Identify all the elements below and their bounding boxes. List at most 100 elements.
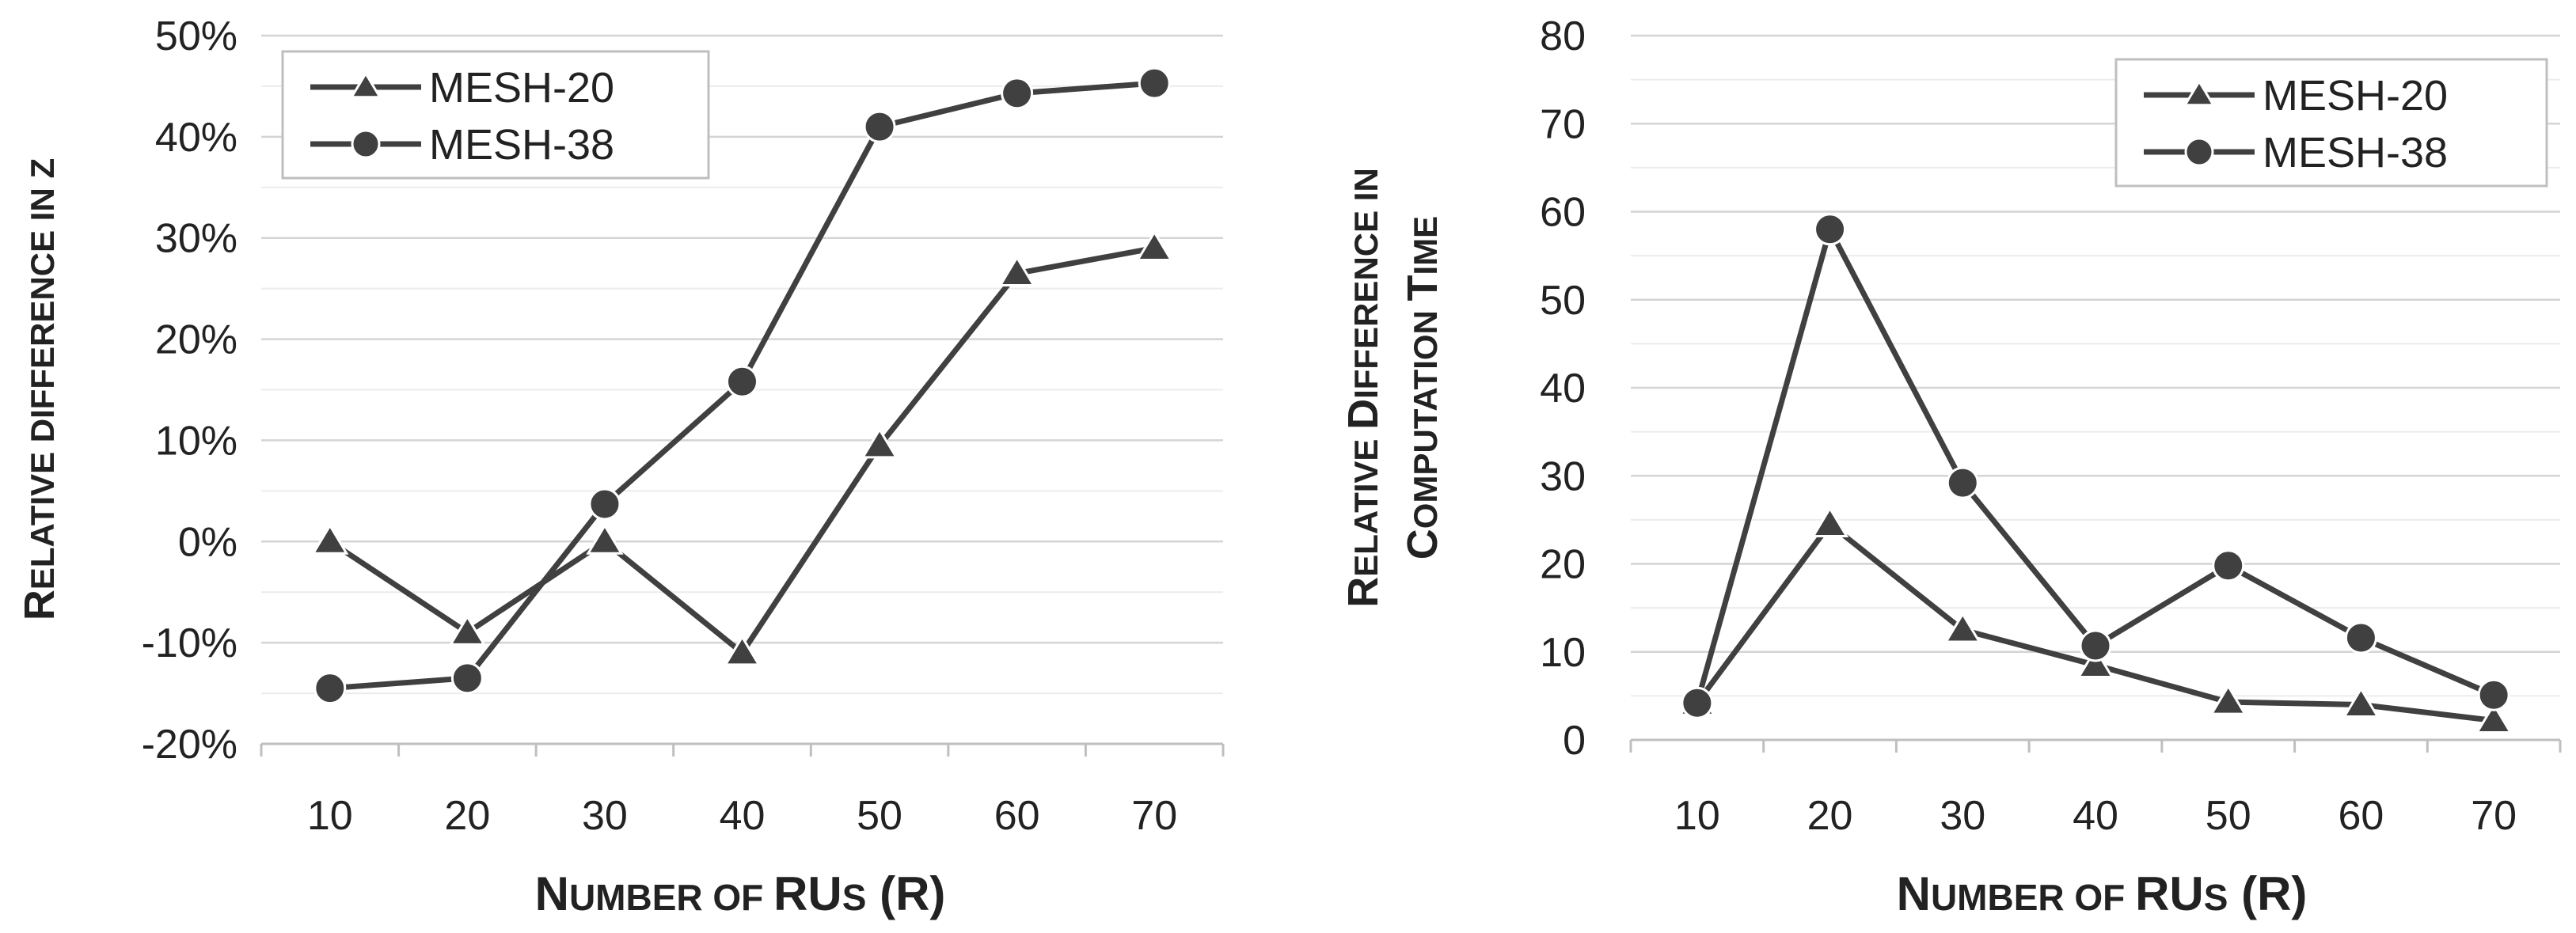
triangle-marker [861,427,899,459]
series-mesh-38 [313,66,1171,705]
y-axis-title-part: ELATIVE [1347,430,1385,577]
y-axis-title-part: IFFERENCE IN [1347,168,1385,399]
x-tick-label: 50 [2206,793,2251,839]
x-axis-title-part: UMBER OF [569,877,773,918]
x-axis-title: NUMBER OF RUS (R) [1897,867,2308,920]
y-axis-title-part: IME [1407,216,1444,275]
legend-box [281,50,710,180]
x-tick-label: 50 [857,793,902,839]
series-mesh-38 [1681,213,2510,719]
x-tick-label: 40 [2073,793,2118,839]
triangle-marker [723,635,762,666]
triangle-marker [311,523,349,555]
y-tick-label: 40 [1540,366,1586,412]
legend-box [2114,58,2548,188]
triangle-marker [1810,506,1849,537]
y-tick-label: 80 [1540,13,1586,59]
legend-triangle-marker [349,71,382,99]
circle-marker [1814,213,1847,246]
x-axis-title-part: N [535,867,569,920]
series-mesh-20 [311,229,1173,666]
x-axis-title-part: RU [773,867,842,920]
circle-marker [2212,549,2245,582]
x-tick-label: 60 [2339,793,2384,839]
y-tick-label: 30% [155,216,237,262]
right-chart: 0 10 20 30 40 50 60 70 80 10 20 30 40 50 60 70 NUMBER OF… [1339,13,2562,920]
triangle-marker [2475,702,2513,734]
y-tick-label: 20 [1540,542,1586,588]
y-tick-label: 20% [155,317,237,363]
x-axis-title-part: RU [2135,867,2204,920]
circle-marker [313,672,347,705]
y-tick-label: -20% [142,722,237,768]
y-tick-label: 60 [1540,190,1586,236]
circle-marker [2477,678,2510,711]
y-axis-title-part: T [1399,275,1446,301]
y-axis-title-part: OMPUTATION [1407,301,1444,529]
x-axis-title-part: (R) [866,867,945,920]
y-axis-title-part: R [1339,577,1387,608]
series-mesh-20 [1678,506,2513,734]
x-axis-title: NUMBER OF RUS (R) [535,867,946,920]
x-axis-title-part: (R) [2228,867,2307,920]
x-axis-title-part: UMBER OF [1931,877,2135,918]
x-tick-label: 70 [2471,793,2517,839]
x-tick-label: 20 [444,793,490,839]
y-axis-title-line-2: COMPUTATION TIME [1399,216,1446,559]
circle-marker [2344,621,2377,654]
y-tick-label: -10% [142,620,237,666]
y-tick-label: 70 [1540,101,1586,147]
legend: MESH-20 MESH-38 [2114,58,2548,188]
x-tick-label: 30 [582,793,628,839]
y-tick-label: 50 [1540,278,1586,324]
x-axis-title-part: N [1897,867,1931,920]
y-tick-label: 10% [155,418,237,464]
circle-marker [863,110,896,143]
circle-marker [2079,629,2112,662]
y-tick-label: 0% [178,519,237,565]
circle-marker [726,365,758,398]
y-tick-label: 30 [1540,453,1586,499]
legend-label: MESH-38 [2263,129,2448,176]
y-tick-label: 10 [1540,630,1586,676]
x-tick-label: 60 [994,793,1040,839]
circle-marker [1681,686,1714,719]
legend-label: MESH-20 [429,64,614,112]
legend-label: MESH-38 [429,121,614,169]
x-tick-label: 70 [1131,793,1177,839]
y-tick-label: 0 [1563,718,1586,764]
y-tick-label: 50% [155,13,237,59]
y-axis-title-part: C [1399,529,1446,559]
circle-marker [1001,77,1034,110]
circle-marker [1138,66,1171,100]
y-axis-title-part: D [1339,399,1387,430]
triangle-marker [586,523,624,555]
x-tick-label: 10 [1674,793,1720,839]
triangle-marker [1135,229,1173,261]
y-tick-label: 40% [155,115,237,161]
y-axis-title-part: R [16,590,63,620]
triangle-marker [1943,612,1981,643]
y-axis-title: RELATIVE DIFFERENCE IN Z [16,158,63,620]
x-axis-title-part: S [2204,877,2228,918]
left-chart: -20% -10% 0% 10% 20% 30% 40% 50% 10 20 30 40 50 60 70 N… [16,13,1225,920]
triangle-marker [2209,684,2247,715]
series-line-mesh-20 [1695,521,2494,724]
legend-label: MESH-20 [2263,72,2448,119]
triangle-marker [997,255,1036,286]
y-axis-title-line-1: RELATIVE DIFFERENCE IN [1339,168,1387,608]
legend-circle-marker [351,129,381,159]
legend-circle-marker [2184,137,2214,167]
legend: MESH-20 MESH-38 [281,50,710,180]
legend-triangle-marker [2183,79,2216,107]
triangle-marker [448,614,487,646]
triangle-marker [2076,647,2114,678]
triangle-marker [2342,686,2380,718]
circle-marker [588,487,621,521]
y-axis-title-part: ELATIVE DIFFERENCE IN Z [24,158,61,590]
x-axis-title-part: S [842,877,867,918]
x-tick-label: 30 [1940,793,1985,839]
x-tick-label: 10 [307,793,353,839]
circle-marker [450,662,484,695]
